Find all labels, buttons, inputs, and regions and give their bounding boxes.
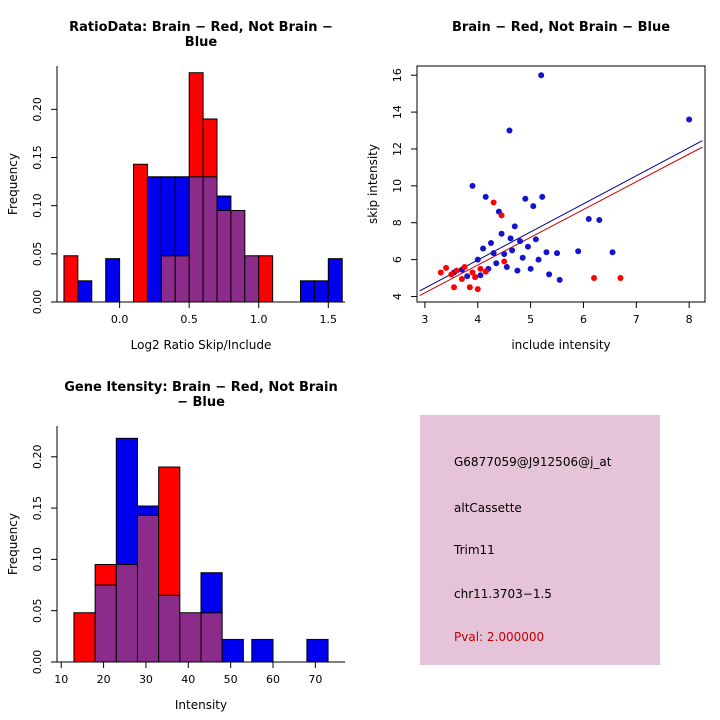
svg-text:0.0: 0.0 (111, 313, 129, 326)
svg-text:16: 16 (391, 68, 404, 82)
svg-text:6: 6 (391, 256, 404, 263)
scatter-title: Brain − Red, Not Brain − Blue (451, 20, 671, 35)
svg-text:12: 12 (391, 142, 404, 156)
svg-text:0.20: 0.20 (31, 445, 44, 470)
svg-text:20: 20 (97, 673, 111, 686)
gene-histogram-title: Gene Itensity: Brain − Red, Not Brain − … (64, 380, 338, 410)
svg-text:0.15: 0.15 (31, 145, 44, 170)
ratio-histogram-title: RatioData: Brain − Red, Not Brain − Blue (69, 20, 333, 50)
svg-text:0.00: 0.00 (31, 650, 44, 675)
svg-text:40: 40 (181, 673, 195, 686)
event-type: altCassette (454, 501, 522, 515)
svg-text:Frequency: Frequency (6, 513, 20, 575)
pval-text: Pval: 2.000000 (454, 630, 545, 644)
probeset-id: G6877059@J912506@j_at (454, 455, 612, 469)
svg-text:0.5: 0.5 (180, 313, 198, 326)
svg-text:0.05: 0.05 (31, 242, 44, 267)
svg-text:skip intensity: skip intensity (366, 144, 380, 224)
info-box: G6877059@J912506@j_at altCassette Trim11… (420, 415, 660, 665)
svg-text:1.0: 1.0 (250, 313, 268, 326)
svg-text:3: 3 (421, 313, 428, 326)
ratio-histogram-plot: 0.0 0.5 1.0 1.5 0.00 0.05 0.10 0.15 0.20 Log2 Rat… (6, 66, 345, 352)
svg-text:Frequency: Frequency (6, 153, 20, 215)
svg-text:include intensity: include intensity (511, 338, 610, 352)
panel-gene-info: G6877059@J912506@j_at altCassette Trim11… (360, 360, 720, 720)
svg-text:0.20: 0.20 (31, 97, 44, 122)
svg-text:70: 70 (308, 673, 322, 686)
svg-text:Intensity: Intensity (175, 698, 227, 712)
svg-text:10: 10 (54, 673, 68, 686)
panel-intensity-scatter: Brain − Red, Not Brain − Blue 3 4 5 6 7 8 4 6 8 1… (360, 0, 720, 360)
gene-histogram-plot: 10 20 30 40 50 60 70 0.00 0.05 0.10 0.15 0.20 Intens… (6, 426, 345, 712)
svg-text:0.15: 0.15 (31, 496, 44, 521)
svg-text:30: 30 (139, 673, 153, 686)
intensity-scatter-plot: 3 4 5 6 7 8 4 6 8 10 12 14 16 include intensity skip i… (366, 65, 706, 352)
svg-text:4: 4 (474, 313, 481, 326)
svg-text:8: 8 (686, 313, 693, 326)
panel-ratio-histogram: RatioData: Brain − Red, Not Brain − Blue… (0, 0, 360, 360)
gene-name: Trim11 (454, 543, 495, 557)
svg-text:0.10: 0.10 (31, 193, 44, 218)
svg-text:Log2 Ratio Skip/Include: Log2 Ratio Skip/Include (131, 338, 272, 352)
svg-text:5: 5 (527, 313, 534, 326)
svg-text:1.5: 1.5 (320, 313, 338, 326)
genomic-location: chr11.3703−1.5 (454, 587, 552, 601)
svg-text:10: 10 (391, 179, 404, 193)
panel-gene-histogram: Gene Itensity: Brain − Red, Not Brain − … (0, 360, 360, 720)
svg-text:0.05: 0.05 (31, 598, 44, 623)
svg-text:7: 7 (633, 313, 640, 326)
svg-text:4: 4 (391, 293, 404, 300)
svg-text:6: 6 (580, 313, 587, 326)
svg-text:0.10: 0.10 (31, 547, 44, 572)
svg-text:14: 14 (391, 105, 404, 119)
svg-text:0.00: 0.00 (31, 290, 44, 315)
svg-text:60: 60 (266, 673, 280, 686)
svg-text:8: 8 (391, 219, 404, 226)
svg-text:50: 50 (224, 673, 238, 686)
